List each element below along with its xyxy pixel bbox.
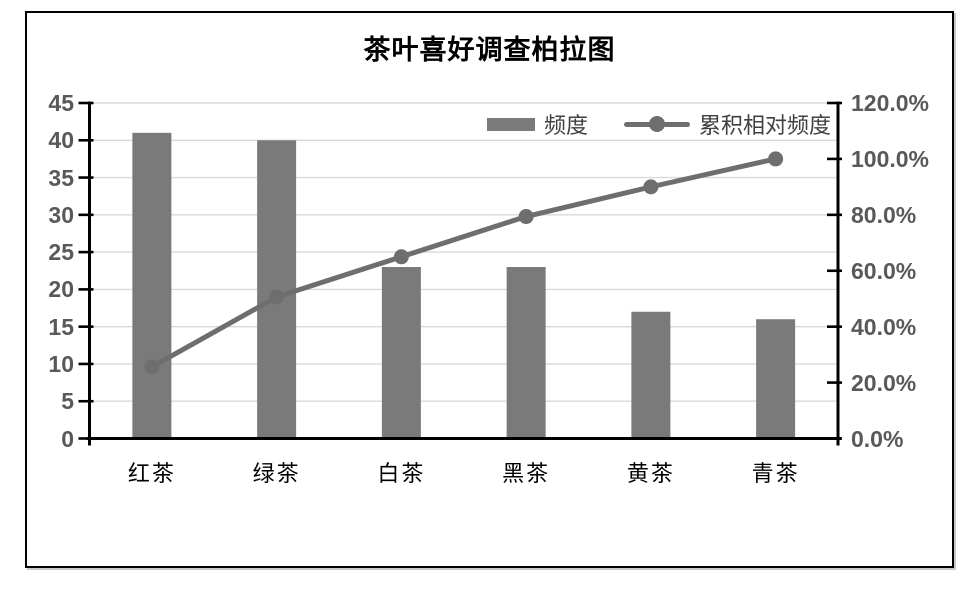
x-axis-category-label: 绿茶 (252, 461, 301, 486)
cumulative-marker (768, 151, 784, 167)
y-axis-tick-label: 45 (48, 90, 74, 116)
line-series-swatch-icon (624, 116, 691, 132)
y-axis-tick-label: 15 (48, 313, 74, 340)
legend-item-frequency[interactable]: 频度 (487, 108, 588, 140)
x-axis-category-label: 黄茶 (626, 461, 675, 486)
y-axis-tick-label: 30 (48, 201, 74, 228)
y-axis-tick-label: 35 (48, 164, 74, 191)
cumulative-marker (643, 179, 659, 195)
y2-axis-tick-label: 80.0% (851, 201, 917, 228)
chart-legend: 频度 累积相对频度 (487, 108, 831, 140)
frequency-bar (631, 311, 671, 439)
cumulative-line (149, 156, 779, 370)
y2-axis-tick-label: 120.0% (851, 90, 930, 116)
frequency-bar (381, 267, 421, 439)
y-axis-tick-label: 10 (48, 350, 74, 377)
frequency-bar (132, 132, 172, 439)
chart-title[interactable]: 茶叶喜好调查柏拉图 (363, 35, 616, 65)
legend-label-cumulative: 累积相对频度 (699, 113, 832, 138)
frequency-bar (756, 319, 796, 439)
bar-series-swatch-icon (487, 117, 535, 131)
y-axis-tick-label: 0 (61, 425, 74, 452)
x-axis-category-label: 黑茶 (502, 461, 551, 486)
cumulative-marker (144, 359, 160, 375)
legend-item-cumulative[interactable]: 累积相对频度 (624, 108, 831, 140)
x-axis-category-label: 红茶 (127, 461, 176, 486)
y2-axis-tick-label: 60.0% (851, 257, 917, 284)
y2-axis-tick-label: 100.0% (851, 145, 930, 172)
legend-label-frequency: 频度 (544, 113, 589, 138)
y-axis-tick-label: 20 (48, 276, 74, 303)
y2-axis-tick-label: 40.0% (851, 313, 917, 340)
cumulative-marker (393, 249, 409, 265)
y-axis-tick-label: 25 (48, 239, 74, 266)
y-axis-tick-label: 5 (61, 388, 74, 415)
cumulative-marker (518, 209, 534, 225)
y-axis-tick-label: 40 (48, 127, 74, 154)
cumulative-marker (269, 289, 285, 305)
x-axis-category-label: 白茶 (377, 461, 426, 486)
y2-axis-tick-label: 20.0% (851, 369, 917, 396)
frequency-bar (257, 140, 297, 439)
frequency-bar (506, 267, 546, 439)
x-axis-category-label: 青茶 (751, 461, 800, 486)
y2-axis-tick-label: 0.0% (851, 425, 904, 452)
